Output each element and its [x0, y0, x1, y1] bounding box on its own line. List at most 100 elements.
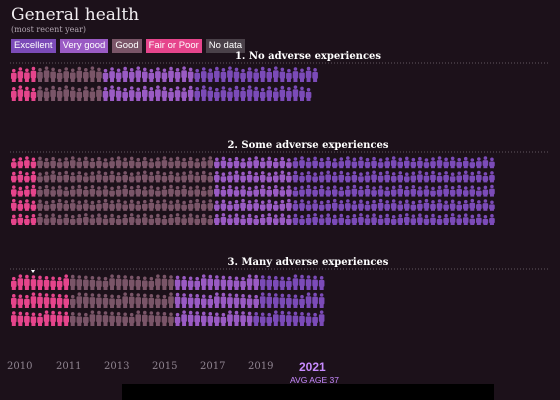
person-icon: [351, 184, 358, 197]
legend-good[interactable]: Good: [112, 39, 142, 53]
person-icon: [37, 213, 43, 225]
person-icon: [115, 185, 122, 197]
person-icon: [76, 275, 83, 290]
person-icon: [325, 170, 331, 183]
person-icon: [50, 276, 56, 290]
person-icon: [214, 87, 220, 101]
person-icon: [96, 293, 102, 308]
timeline-current-year[interactable]: 2021: [299, 360, 326, 374]
person-icon: [390, 214, 397, 225]
person-icon: [266, 172, 273, 183]
person-icon: [194, 185, 200, 197]
person-icon: [76, 87, 83, 101]
person-icon: [115, 214, 122, 225]
person-icon: [436, 185, 443, 197]
person-icon: [246, 274, 253, 290]
person-icon: [63, 274, 69, 290]
person-icon: [102, 87, 109, 101]
person-icon: [168, 275, 174, 290]
person-icon: [312, 275, 318, 290]
person-icon: [161, 294, 168, 308]
person-icon: [142, 156, 148, 169]
person-icon: [220, 172, 227, 183]
person-icon: [24, 294, 30, 308]
person-icon: [194, 158, 200, 169]
person-icon: [489, 171, 495, 183]
legend-no-data[interactable]: No data: [205, 39, 246, 53]
person-icon: [43, 293, 50, 308]
person-icon: [227, 276, 233, 290]
person-icon: [266, 156, 273, 169]
person-icon: [358, 172, 364, 183]
person-icon: [200, 294, 207, 308]
person-icon: [233, 67, 240, 82]
person-icon: [187, 186, 194, 197]
person-icon: [259, 184, 266, 197]
person-icon: [214, 292, 220, 308]
person-icon: [115, 294, 122, 308]
person-icon: [128, 185, 135, 197]
legend-excellent[interactable]: Excellent: [11, 39, 56, 53]
timeline-year-2011[interactable]: 2011: [56, 361, 82, 372]
person-icon: [351, 157, 358, 169]
timeline-year-2017[interactable]: 2017: [200, 361, 226, 372]
person-icon: [128, 68, 135, 82]
timeline-year-2019[interactable]: 2019: [248, 361, 274, 372]
person-icon: [214, 214, 220, 225]
person-icon: [351, 171, 358, 183]
person-icon: [30, 275, 37, 290]
person-icon: [462, 199, 469, 211]
person-icon: [69, 214, 76, 225]
person-icon: [161, 274, 168, 290]
person-icon: [11, 276, 17, 290]
person-icon: [148, 158, 155, 169]
legend-very-good[interactable]: Very good: [59, 39, 109, 53]
person-icon: [436, 172, 443, 183]
person-icon: [63, 85, 69, 101]
person-icon: [259, 200, 266, 211]
legend-fair-or-poor[interactable]: Fair or Poor: [145, 39, 202, 53]
person-icon: [266, 292, 273, 308]
person-icon: [397, 157, 404, 169]
person-icon: [76, 292, 83, 308]
timeline-year-2013[interactable]: 2013: [104, 361, 130, 372]
person-icon: [102, 185, 109, 197]
person-icon: [122, 157, 128, 169]
person-icon: [338, 213, 345, 225]
person-icon: [17, 200, 24, 211]
person-icon: [89, 171, 96, 183]
group-title-1: 1. No adverse experiences: [235, 51, 381, 62]
person-icon: [115, 199, 122, 211]
timeline-year-2010[interactable]: 2010: [7, 361, 33, 372]
person-icon: [214, 157, 220, 169]
person-icon: [83, 213, 89, 225]
person-icon: [449, 199, 456, 211]
person-icon: [214, 200, 220, 211]
person-icon: [50, 67, 56, 82]
person-icon: [410, 171, 417, 183]
person-icon: [299, 86, 305, 101]
person-icon: [109, 311, 115, 326]
person-icon: [273, 157, 279, 169]
person-icon: [122, 214, 128, 225]
person-icon: [187, 293, 194, 308]
person-icon: [273, 214, 279, 225]
person-icon: [168, 157, 174, 169]
timeline-year-2015[interactable]: 2015: [152, 361, 178, 372]
person-icon: [489, 184, 495, 197]
person-icon: [345, 214, 351, 225]
person-icon: [187, 156, 194, 169]
person-icon: [358, 156, 364, 169]
person-icon: [469, 214, 476, 225]
person-icon: [364, 171, 371, 183]
person-icon: [83, 185, 89, 197]
person-icon: [462, 170, 469, 183]
person-icon: [96, 85, 102, 101]
person-icon: [220, 213, 227, 225]
person-icon: [489, 157, 495, 169]
person-icon: [338, 186, 345, 197]
person-icon: [17, 311, 24, 326]
person-icon: [384, 157, 390, 169]
person-icon: [128, 172, 135, 183]
person-icon: [410, 200, 417, 211]
